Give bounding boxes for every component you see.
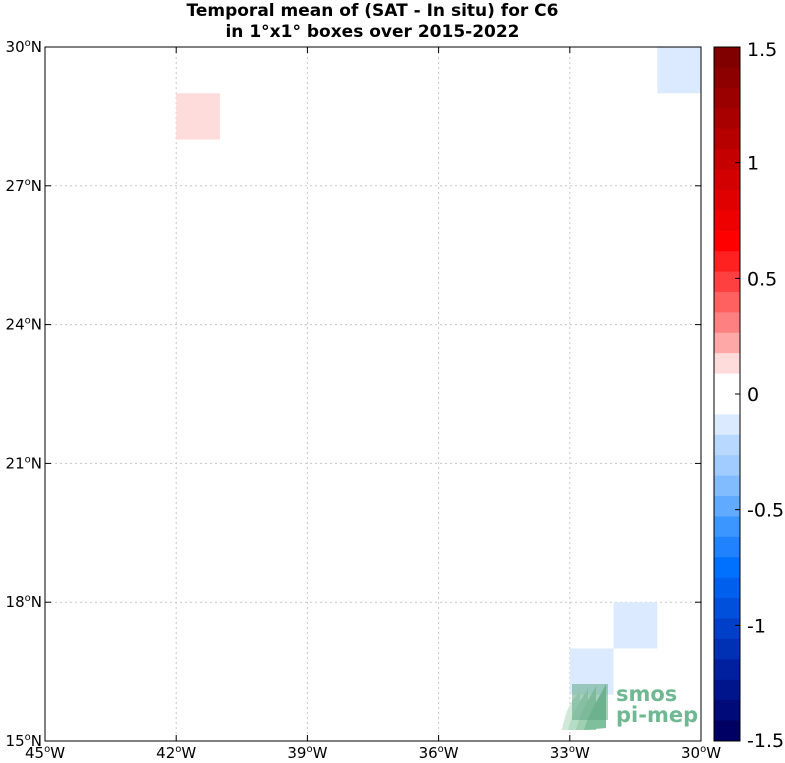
colorbar-segment (714, 353, 740, 375)
map-grid (45, 47, 701, 741)
colorbar-segment (714, 618, 740, 640)
x-tick-label: 42oW (156, 744, 196, 762)
colorbar-segment (714, 720, 740, 742)
colorbar-segment (714, 577, 740, 599)
colorbar-segment (714, 87, 740, 109)
y-tick-label: 15oN (6, 732, 42, 750)
colorbar-segment (714, 210, 740, 232)
logo-text-smos: smos (616, 682, 677, 706)
map-title-line-1: Temporal mean of (SAT - In situ) for C6 (186, 1, 559, 21)
colorbar-segment (714, 271, 740, 293)
colorbar-tick-label: 1.5 (747, 39, 777, 61)
data-box (657, 47, 701, 94)
colorbar-segment (714, 108, 740, 130)
colorbar-segment (714, 47, 740, 68)
colorbar-segment (714, 169, 740, 191)
logo-text-pi-mep: pi-mep (616, 703, 698, 727)
colorbar-tick-label: 1 (747, 153, 759, 175)
map-frame (44, 46, 702, 742)
x-tick-label: 33oW (550, 744, 590, 762)
map-axis-ticks: 45oW 42oW 39oW 36oW 33oW 30oW 30oN 27oN 24oN 21oN… (6, 38, 722, 762)
colorbar-segment (714, 251, 740, 273)
colorbar-segment (714, 230, 740, 252)
colorbar-segment (714, 638, 740, 660)
colorbar-segment (714, 67, 740, 89)
colorbar-segment (714, 332, 740, 354)
map-plot-area (45, 47, 701, 741)
colorbar-tick-label: 0 (747, 384, 759, 406)
colorbar-segment (714, 557, 740, 579)
logo-waves-icon (562, 684, 608, 730)
colorbar-segment (714, 434, 740, 456)
x-tick-label: 39oW (287, 744, 327, 762)
colorbar-segment (714, 373, 740, 395)
colorbar-segment (714, 128, 740, 150)
colorbar-segment (714, 475, 740, 497)
colorbar-segment (714, 598, 740, 620)
y-tick-label: 18oN (6, 593, 42, 611)
y-tick-label: 30oN (6, 38, 42, 56)
colorbar-segment (714, 414, 740, 436)
colorbar-tick-label: -1 (747, 615, 766, 637)
y-tick-label: 24oN (6, 316, 42, 334)
colorbar-segment (714, 312, 740, 334)
colorbar-ticks: 1.5 1 0.5 0 -0.5 -1 -1.5 (735, 39, 784, 752)
colorbar-segment (714, 536, 740, 558)
x-tick-label: 30oW (681, 744, 721, 762)
colorbar-segment (714, 700, 740, 722)
colorbar-segment (714, 516, 740, 538)
colorbar-segment (714, 496, 740, 517)
y-tick-label: 27oN (6, 177, 42, 195)
data-box (176, 93, 220, 140)
map-title-line-2: in 1°x1° boxes over 2015-2022 (225, 22, 520, 42)
colorbar (714, 47, 740, 742)
x-tick-label: 36oW (419, 744, 459, 762)
colorbar-segment (714, 455, 740, 477)
colorbar-tick-label: -1.5 (747, 730, 784, 752)
colorbar-segment (714, 679, 740, 701)
y-tick-label: 21oN (6, 454, 42, 472)
data-box (613, 602, 658, 649)
colorbar-segment (714, 291, 740, 313)
x-tick-label: 45oW (25, 744, 65, 762)
colorbar-segment (714, 189, 740, 211)
colorbar-segment (714, 659, 740, 681)
smos-pi-mep-logo: smos pi-mep (562, 682, 698, 730)
colorbar-tick-label: 0.5 (747, 268, 777, 290)
colorbar-segment (714, 149, 740, 170)
colorbar-segment (714, 394, 740, 415)
colorbar-tick-label: -0.5 (747, 500, 784, 522)
